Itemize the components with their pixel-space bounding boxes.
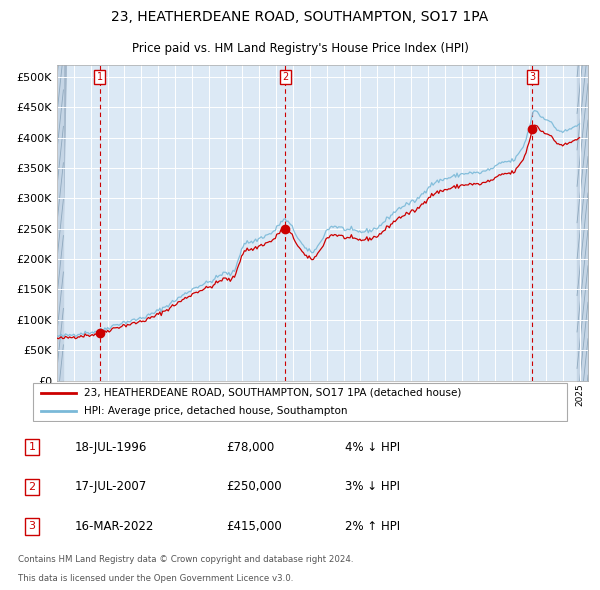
Text: 23, HEATHERDEANE ROAD, SOUTHAMPTON, SO17 1PA (detached house): 23, HEATHERDEANE ROAD, SOUTHAMPTON, SO17… — [84, 388, 461, 398]
Text: Price paid vs. HM Land Registry's House Price Index (HPI): Price paid vs. HM Land Registry's House … — [131, 42, 469, 55]
Text: £250,000: £250,000 — [227, 480, 283, 493]
FancyBboxPatch shape — [33, 383, 568, 421]
Text: Contains HM Land Registry data © Crown copyright and database right 2024.: Contains HM Land Registry data © Crown c… — [18, 555, 353, 564]
Text: 1: 1 — [97, 72, 103, 82]
Text: 2: 2 — [29, 482, 35, 491]
Text: 4% ↓ HPI: 4% ↓ HPI — [345, 441, 400, 454]
Text: This data is licensed under the Open Government Licence v3.0.: This data is licensed under the Open Gov… — [18, 574, 293, 584]
Text: HPI: Average price, detached house, Southampton: HPI: Average price, detached house, Sout… — [84, 406, 347, 416]
Text: 1: 1 — [29, 442, 35, 452]
Text: 2: 2 — [282, 72, 289, 82]
Bar — [57, 65, 63, 381]
Text: 23, HEATHERDEANE ROAD, SOUTHAMPTON, SO17 1PA: 23, HEATHERDEANE ROAD, SOUTHAMPTON, SO17… — [112, 11, 488, 24]
Text: 17-JUL-2007: 17-JUL-2007 — [74, 480, 146, 493]
Text: 3% ↓ HPI: 3% ↓ HPI — [345, 480, 400, 493]
Text: 2% ↑ HPI: 2% ↑ HPI — [345, 520, 400, 533]
Text: £78,000: £78,000 — [227, 441, 275, 454]
Text: 3: 3 — [29, 522, 35, 532]
Text: 3: 3 — [529, 72, 536, 82]
Bar — [577, 65, 588, 381]
Text: £415,000: £415,000 — [227, 520, 283, 533]
Text: 18-JUL-1996: 18-JUL-1996 — [74, 441, 147, 454]
Text: 16-MAR-2022: 16-MAR-2022 — [74, 520, 154, 533]
